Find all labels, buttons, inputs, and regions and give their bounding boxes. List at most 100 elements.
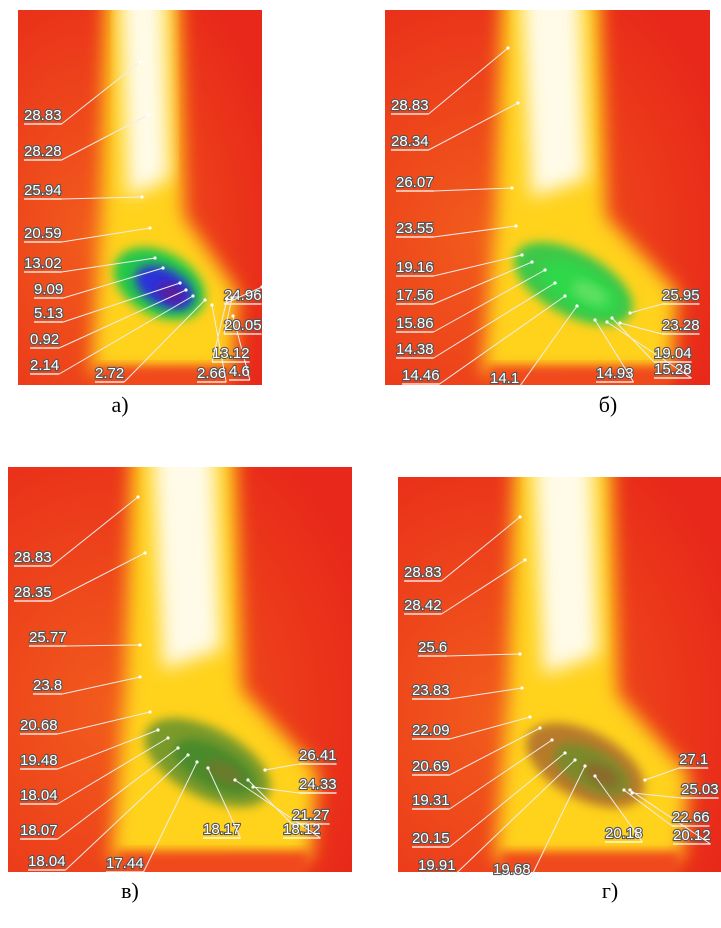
measure-point: [148, 710, 152, 714]
leader-line: [447, 653, 521, 657]
measure-point: [184, 288, 188, 292]
leader-line: [594, 775, 643, 843]
measure-point: [176, 746, 180, 750]
measure-point: [550, 738, 554, 742]
temperature-label: 28.83: [404, 564, 442, 581]
temperature-label: 27.1: [679, 751, 708, 768]
leader-line: [619, 322, 663, 335]
leader-line: [264, 763, 300, 771]
leader-line: [57, 737, 169, 805]
temperature-label: 14.1: [490, 370, 519, 387]
temperature-label: 13.12: [212, 345, 250, 362]
temperature-label: 23.8: [33, 677, 62, 694]
leader-line: [247, 779, 293, 825]
leader-line: [623, 789, 673, 827]
measure-point: [605, 320, 609, 324]
temperature-label: 21.27: [292, 807, 330, 824]
temperature-label: 2.66: [197, 365, 226, 382]
temperature-label: 22.09: [412, 722, 450, 739]
leader-line: [439, 295, 566, 385]
measure-point: [161, 266, 165, 270]
temperature-label: 18.04: [20, 787, 58, 804]
temperature-label: 23.83: [412, 682, 450, 699]
measure-point: [191, 294, 195, 298]
temperature-label: 19.16: [396, 259, 434, 276]
leader-line: [58, 295, 194, 375]
measure-point: [140, 195, 144, 199]
measure-point: [516, 101, 520, 105]
measure-point: [230, 296, 234, 300]
measure-point: [618, 321, 622, 325]
leader-line: [51, 552, 146, 602]
measure-point: [260, 285, 264, 289]
temperature-label: 19.91: [418, 857, 456, 874]
leader-line: [594, 319, 634, 383]
thermal-panel: 28.83 28.34 26.07 23.55 19.16 17.56 15.86 14.38…: [385, 10, 710, 388]
temperature-label: 28.35: [14, 584, 52, 601]
measure-point: [563, 751, 567, 755]
leader-line: [433, 187, 513, 192]
temperature-label: 20.69: [412, 758, 450, 775]
temperature-label: 20.15: [412, 830, 450, 847]
thermal-panel: 28.83 28.28 25.94 20.59 13.02 9.09 5.13 0.92 2.1…: [18, 10, 264, 385]
measure-point: [178, 281, 182, 285]
leader-line: [211, 298, 228, 363]
temperature-label: 13.02: [24, 255, 62, 272]
measure-point: [518, 515, 522, 519]
leader-line: [51, 496, 139, 567]
temperature-label: 15.28: [654, 361, 692, 378]
leader-line: [223, 286, 263, 305]
temperature-label: 20.05: [224, 317, 262, 334]
panel-caption: в): [121, 878, 139, 903]
temperature-label: 19.48: [20, 752, 58, 769]
leader-line: [232, 315, 251, 381]
leader-line: [644, 767, 680, 781]
measure-point: [203, 298, 207, 302]
temperature-label: 23.28: [662, 317, 700, 334]
temperature-label: 25.77: [29, 629, 67, 646]
leader-line: [449, 687, 523, 700]
temperature-label: 20.68: [20, 717, 58, 734]
leader-line: [123, 299, 206, 383]
leader-line: [61, 61, 141, 125]
thermal-panel: 28.83 28.35 25.77 23.8 20.68 19.48 18.04 18.07 1…: [8, 467, 352, 873]
thermal-image: [8, 467, 352, 872]
measure-point: [210, 303, 214, 307]
measure-point: [233, 778, 237, 782]
measure-point: [628, 788, 632, 792]
temperature-label: 20.59: [24, 225, 62, 242]
measure-point: [510, 186, 514, 190]
measure-point: [156, 728, 160, 732]
leader-line: [629, 303, 663, 314]
leader-line: [631, 792, 682, 799]
temperature-label: 26.07: [396, 174, 434, 191]
leader-line: [61, 114, 149, 161]
measure-point: [575, 304, 579, 308]
leader-line: [441, 559, 526, 615]
measure-point: [593, 774, 597, 778]
measure-point: [610, 316, 614, 320]
leader-line: [223, 297, 233, 335]
leader-line: [428, 102, 519, 151]
temperature-label: 9.09: [34, 281, 63, 298]
temperature-label: 0.92: [30, 331, 59, 348]
measure-point: [138, 60, 142, 64]
measure-point: [514, 224, 518, 228]
panel-caption: г): [602, 878, 618, 903]
leader-line: [211, 304, 227, 383]
leader-line: [433, 282, 556, 359]
temperature-label: 17.56: [396, 287, 434, 304]
measure-point: [246, 778, 250, 782]
temperature-label: 22.66: [672, 809, 710, 826]
temperature-label: 19.04: [654, 345, 692, 362]
leader-line: [433, 269, 546, 333]
temperature-label: 20.12: [673, 827, 711, 844]
leader-line: [428, 47, 509, 115]
leader-line: [252, 786, 300, 794]
leader-line: [629, 789, 711, 845]
temperature-label: 14.46: [402, 367, 440, 384]
leader-line: [57, 747, 179, 840]
leader-line: [449, 739, 553, 810]
measure-point: [543, 268, 547, 272]
measure-point: [523, 558, 527, 562]
